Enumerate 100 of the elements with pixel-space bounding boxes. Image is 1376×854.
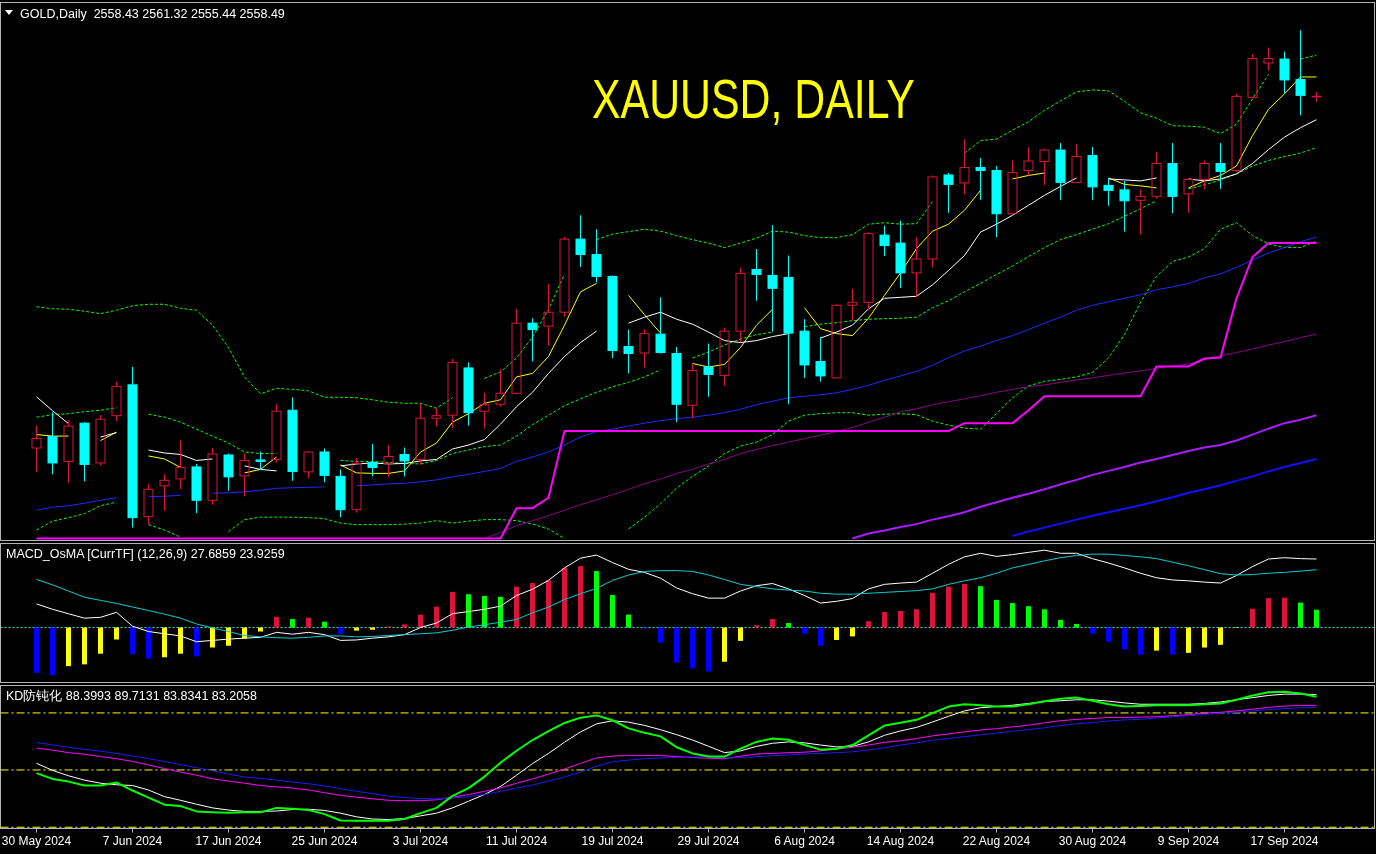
candlestick xyxy=(351,457,362,514)
bar xyxy=(50,627,55,676)
bar xyxy=(770,619,775,628)
candlestick xyxy=(479,392,490,430)
candlestick xyxy=(735,266,746,343)
bar xyxy=(946,586,951,628)
bar xyxy=(402,624,407,628)
candlestick xyxy=(463,361,474,427)
bar xyxy=(834,627,839,640)
bar xyxy=(754,625,759,628)
candlestick xyxy=(111,381,122,422)
bar xyxy=(578,566,583,628)
chart-title: MACD_OsMA [CurrTF] (12,26,9) 27.6859 23.9259 xyxy=(6,547,285,561)
x-tick-label: 25 Jun 2024 xyxy=(291,833,358,848)
candlestick xyxy=(383,444,394,478)
candlestick xyxy=(223,454,234,492)
candlestick xyxy=(991,165,1002,238)
chart-title: KD防钝化 88.3993 89.7131 83.8341 83.2058 xyxy=(6,689,258,703)
bar xyxy=(370,627,375,630)
bar xyxy=(194,627,199,657)
candlestick xyxy=(31,425,42,473)
bar xyxy=(322,621,327,628)
x-tick-label: 30 May 2024 xyxy=(1,833,72,848)
bar xyxy=(610,595,615,628)
candlestick xyxy=(447,358,458,429)
candlestick xyxy=(287,396,298,482)
bar xyxy=(162,627,167,658)
bar xyxy=(434,606,439,628)
bar xyxy=(466,594,471,628)
bar xyxy=(562,567,567,628)
bar xyxy=(1218,627,1223,645)
bar xyxy=(1074,623,1079,628)
candlestick xyxy=(767,224,778,333)
x-tick-label: 6 Aug 2024 xyxy=(774,833,836,848)
bar xyxy=(1106,627,1111,642)
bar xyxy=(1202,627,1207,648)
bar xyxy=(1282,597,1287,628)
candlestick xyxy=(527,317,538,362)
candlestick xyxy=(1087,146,1098,201)
candlestick xyxy=(655,296,666,354)
bar xyxy=(594,571,599,628)
bar xyxy=(626,614,631,628)
bar xyxy=(1090,627,1095,634)
candlestick xyxy=(431,407,442,428)
bar xyxy=(690,627,695,669)
candlestick xyxy=(1183,178,1194,214)
bar xyxy=(1250,608,1255,628)
x-tick-label: 17 Sep 2024 xyxy=(1250,833,1319,848)
bar xyxy=(866,621,871,628)
candlestick xyxy=(607,275,618,359)
candlestick xyxy=(255,451,266,471)
bar xyxy=(82,627,87,665)
candlestick xyxy=(1295,29,1306,116)
x-tick-label: 14 Aug 2024 xyxy=(866,833,935,848)
x-tick-label: 30 Aug 2024 xyxy=(1058,833,1127,848)
bar xyxy=(882,611,887,628)
bar xyxy=(130,627,135,655)
bar xyxy=(1026,606,1031,628)
bar xyxy=(818,627,823,646)
bar xyxy=(418,614,423,628)
candlestick xyxy=(1231,93,1242,171)
x-tick-label: 29 Jul 2024 xyxy=(677,833,740,848)
bar xyxy=(658,627,663,643)
bar xyxy=(1314,609,1319,628)
x-tick-label: 22 Aug 2024 xyxy=(962,833,1031,848)
bar xyxy=(930,592,935,628)
bar xyxy=(34,627,39,673)
candlestick xyxy=(1135,188,1146,236)
candlestick xyxy=(911,236,922,298)
bar xyxy=(850,627,855,637)
bar xyxy=(1154,627,1159,651)
candlestick xyxy=(751,248,762,302)
bar xyxy=(338,627,343,634)
bar xyxy=(258,627,263,632)
bar xyxy=(1170,627,1175,655)
x-tick-label: 7 Jun 2024 xyxy=(102,833,163,848)
candlestick xyxy=(495,368,506,408)
bar xyxy=(738,627,743,641)
bar xyxy=(802,627,807,634)
candlestick xyxy=(671,346,682,423)
bar xyxy=(354,627,359,631)
bar xyxy=(66,627,71,667)
bar xyxy=(1010,603,1015,628)
bar xyxy=(898,611,903,628)
candlestick xyxy=(783,255,794,405)
bar xyxy=(290,619,295,628)
x-tick-label: 17 Jun 2024 xyxy=(195,833,262,848)
candlestick xyxy=(895,220,906,289)
bar xyxy=(498,596,503,628)
bar xyxy=(146,627,151,659)
bar xyxy=(514,586,519,628)
bar xyxy=(706,627,711,672)
bar xyxy=(450,591,455,628)
bar xyxy=(546,580,551,628)
candlestick xyxy=(47,411,58,475)
bar xyxy=(1186,627,1191,653)
bar xyxy=(98,627,103,654)
chart-title: GOLD,Daily 2558.43 2561.32 2555.44 2558.49 xyxy=(20,7,285,21)
bar xyxy=(482,595,487,628)
x-tick-label: 9 Sep 2024 xyxy=(1157,833,1220,848)
